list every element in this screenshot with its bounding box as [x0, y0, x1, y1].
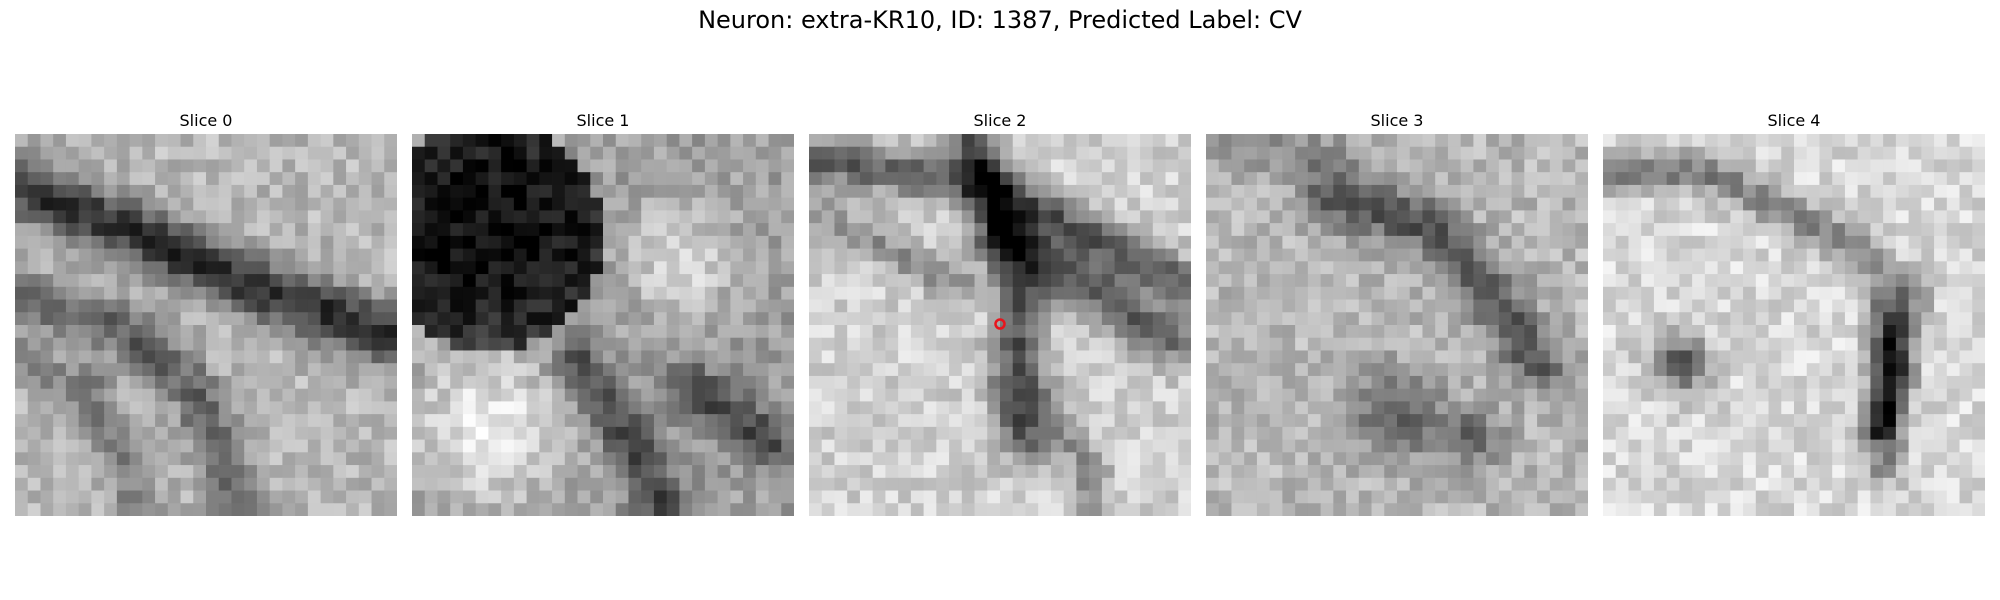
slice-title-4: Slice 4: [1767, 111, 1821, 130]
slice-panel-2: Slice 2: [809, 108, 1191, 516]
slice-title-1: Slice 1: [576, 111, 630, 130]
slice-image-4: [1603, 134, 1985, 516]
slice-image-1: [412, 134, 794, 516]
slice-image-2: [809, 134, 1191, 516]
slice-image-0: [15, 134, 397, 516]
figure-title: Neuron: extra-KR10, ID: 1387, Predicted …: [698, 6, 1302, 34]
slice-panel-3: Slice 3: [1206, 108, 1588, 516]
slice-panel-4: Slice 4: [1603, 108, 1985, 516]
slice-title-3: Slice 3: [1370, 111, 1424, 130]
slice-panel-0: Slice 0: [15, 108, 397, 516]
slice-panel-1: Slice 1: [412, 108, 794, 516]
slice-image-3: [1206, 134, 1588, 516]
center-marker-icon: [994, 318, 1006, 330]
slice-title-0: Slice 0: [179, 111, 233, 130]
slice-title-2: Slice 2: [973, 111, 1027, 130]
